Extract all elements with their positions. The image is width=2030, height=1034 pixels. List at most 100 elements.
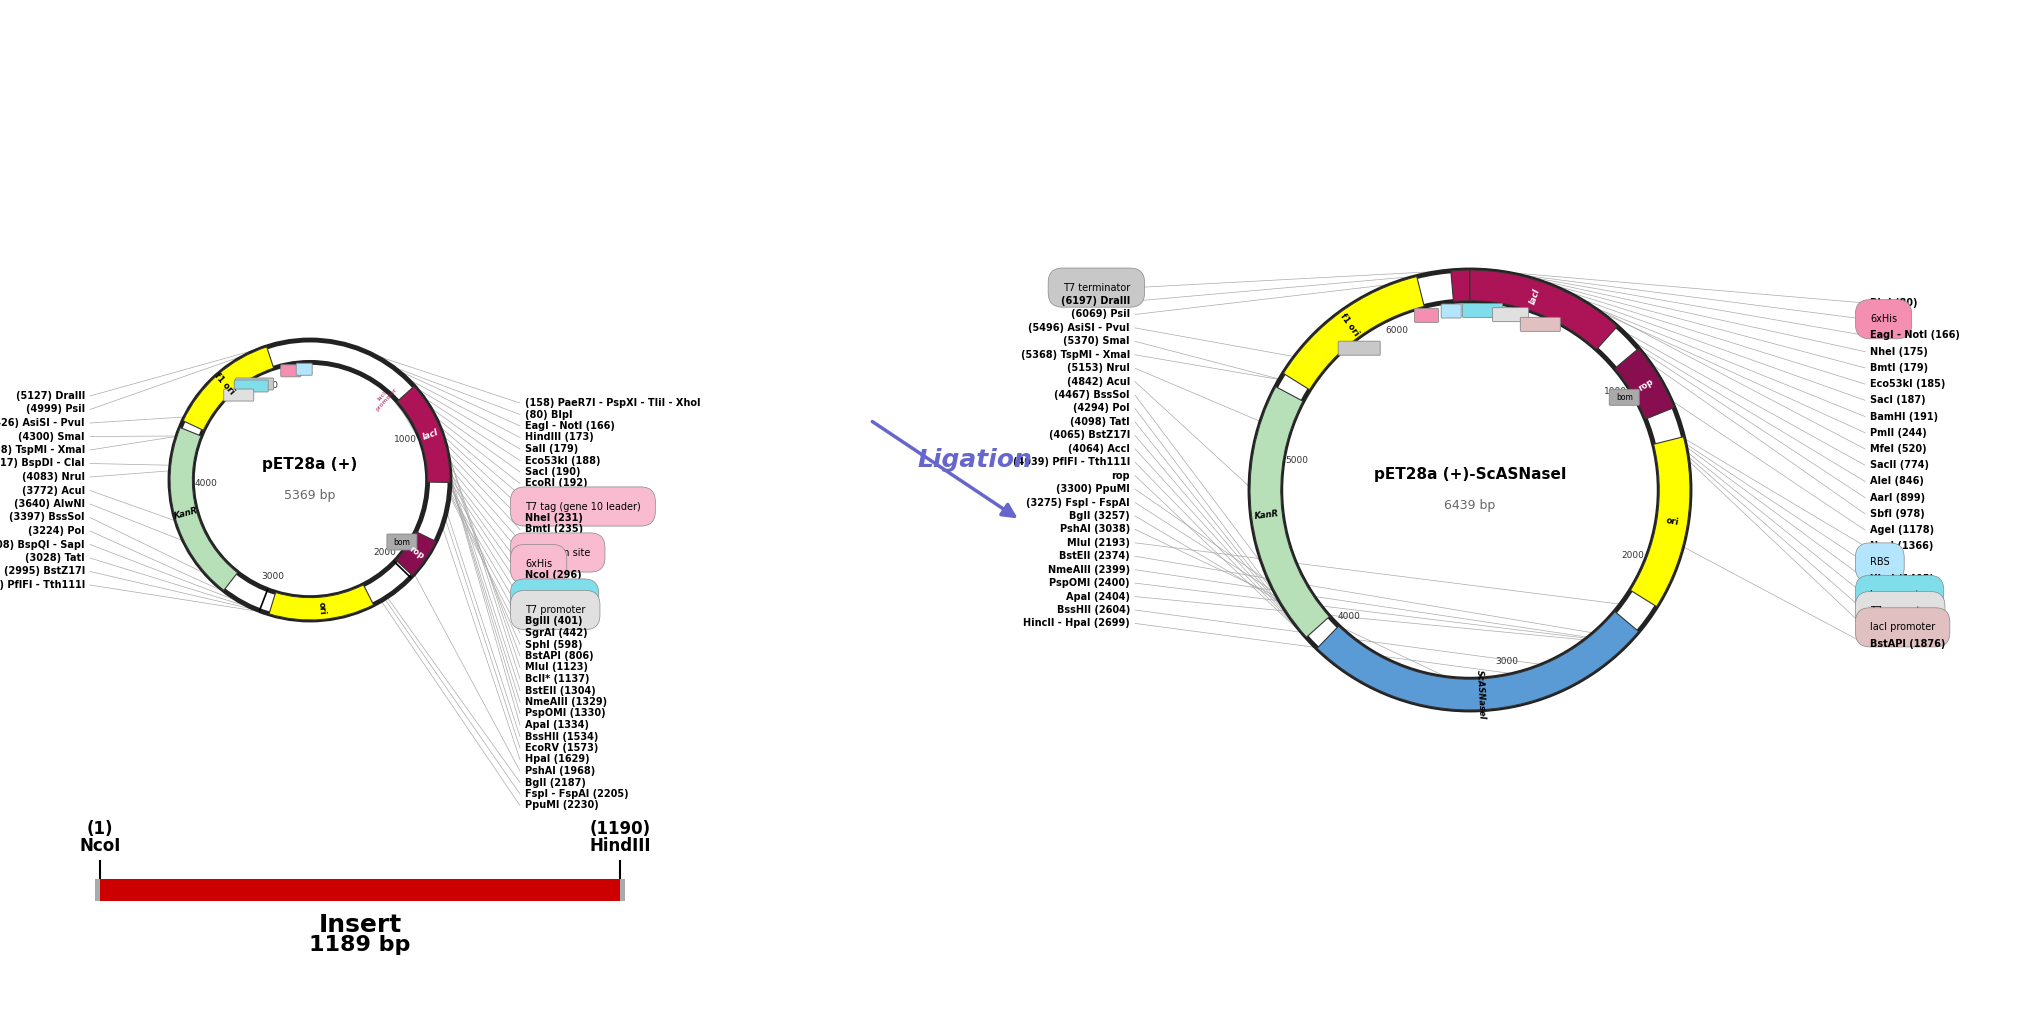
Text: NheI (231): NheI (231) [526,513,583,523]
FancyBboxPatch shape [1520,317,1561,331]
Text: T7 promoter: T7 promoter [526,605,585,615]
Text: 1189 bp: 1189 bp [309,935,410,955]
Text: PspOMI (2400): PspOMI (2400) [1050,578,1131,588]
Text: NmeAIII (1329): NmeAIII (1329) [526,697,607,707]
Text: XbaI (1405): XbaI (1405) [1870,574,1935,583]
Wedge shape [1283,276,1425,390]
Text: (5368) TspMI - XmaI: (5368) TspMI - XmaI [1021,349,1131,360]
Text: ApaI (1334): ApaI (1334) [526,720,589,730]
Text: (4467) BssSoI: (4467) BssSoI [1054,390,1131,400]
Text: rop: rop [406,545,426,561]
Text: HindIII (173): HindIII (173) [526,432,593,443]
FancyBboxPatch shape [223,389,254,401]
Text: EagI - NotI (166): EagI - NotI (166) [1870,331,1959,340]
Text: (3640) AlwNI: (3640) AlwNI [14,499,85,509]
Text: AgeI (1178): AgeI (1178) [1870,525,1935,535]
Text: lacI: lacI [422,428,441,442]
Text: T7 terminator: T7 terminator [1064,282,1131,293]
Text: (4999) PsiI: (4999) PsiI [26,404,85,415]
Text: bom: bom [1616,393,1632,402]
Wedge shape [1317,612,1638,710]
Text: (4065) BstZ17I: (4065) BstZ17I [1050,430,1131,440]
Text: 6xHis: 6xHis [1870,314,1898,325]
Text: (4300) SmaI: (4300) SmaI [18,431,85,442]
FancyBboxPatch shape [280,365,300,376]
Text: (2995) BstZ17I: (2995) BstZ17I [4,567,85,577]
Text: (4098) TatI: (4098) TatI [1070,417,1131,427]
Text: (5127) DraIII: (5127) DraIII [16,391,85,401]
Text: AleI (846): AleI (846) [1870,477,1924,486]
Wedge shape [396,531,436,576]
Text: BstAPI (1876): BstAPI (1876) [1870,639,1945,648]
Text: ApaI (2404): ApaI (2404) [1066,591,1131,602]
FancyBboxPatch shape [388,534,416,550]
Text: Ligation: Ligation [918,448,1033,472]
Wedge shape [270,585,374,620]
Wedge shape [1616,348,1675,419]
Text: KanR: KanR [173,506,199,521]
Text: 6000: 6000 [1386,326,1409,335]
Text: BstEII (2374): BstEII (2374) [1060,551,1131,561]
Text: SbfI (978): SbfI (978) [1870,509,1924,519]
Text: BclI* (1137): BclI* (1137) [526,674,589,685]
Text: BglI (2187): BglI (2187) [526,778,587,788]
FancyBboxPatch shape [296,363,313,375]
Text: SalI (179): SalI (179) [526,444,579,454]
FancyBboxPatch shape [1462,303,1502,317]
Text: ScASNaseI: ScASNaseI [1476,669,1486,720]
Text: (3028) TatI: (3028) TatI [24,553,85,562]
Text: BmtI (179): BmtI (179) [1870,363,1928,373]
Text: SacII (774): SacII (774) [1870,460,1928,470]
Text: BstAPI (806): BstAPI (806) [526,651,593,661]
Text: f1 ori: f1 ori [213,371,235,396]
Text: XbaI (335): XbaI (335) [526,582,583,592]
Text: (5496) AsiSI - PvuI: (5496) AsiSI - PvuI [1029,323,1131,333]
Text: 6xHis: 6xHis [526,559,552,569]
Text: NcoI (296): NcoI (296) [526,571,583,580]
Text: (3772) AcuI: (3772) AcuI [22,486,85,495]
Text: (3224) PoI: (3224) PoI [28,526,85,536]
Text: HpaI (1629): HpaI (1629) [526,755,589,764]
Wedge shape [1250,387,1330,637]
Text: bom: bom [394,538,410,547]
Text: MluI (1123): MluI (1123) [526,663,589,672]
Text: 1000: 1000 [394,435,416,445]
Text: (6197) DraIII: (6197) DraIII [1062,296,1131,306]
Text: (4842) AcuI: (4842) AcuI [1066,376,1131,387]
Text: (80) BlpI: (80) BlpI [526,409,572,420]
FancyBboxPatch shape [235,378,274,390]
Bar [619,879,625,901]
Text: 3000: 3000 [1496,657,1518,666]
Wedge shape [1630,436,1691,607]
Text: (4039) PflFI - Tth111I: (4039) PflFI - Tth111I [1013,457,1131,467]
Wedge shape [1451,270,1470,302]
Text: NmeAIII (2399): NmeAIII (2399) [1047,565,1131,575]
Wedge shape [1250,270,1691,710]
Text: lacI: lacI [1529,286,1543,305]
Text: 3000: 3000 [262,572,284,581]
Text: 5000: 5000 [1285,456,1309,465]
Wedge shape [171,340,451,620]
Text: (3108) BspQI - SapI: (3108) BspQI - SapI [0,540,85,549]
Bar [95,879,99,901]
Text: (2969) PflFI - Tth111I: (2969) PflFI - Tth111I [0,580,85,590]
Text: (5153) NruI: (5153) NruI [1068,363,1131,373]
Text: T7 tag (gene 10 leader): T7 tag (gene 10 leader) [526,501,641,512]
Text: FspI - FspAI (2205): FspI - FspAI (2205) [526,789,629,799]
Text: pET28a (+)-ScASNaseI: pET28a (+)-ScASNaseI [1374,467,1567,483]
Text: (3275) FspI - FspAI: (3275) FspI - FspAI [1027,497,1131,508]
Text: pET28a (+): pET28a (+) [262,457,357,473]
Text: BstEII (1304): BstEII (1304) [526,686,595,696]
Bar [99,879,619,901]
Text: 4000: 4000 [1338,612,1360,621]
Text: (4064) AccI: (4064) AccI [1068,444,1131,454]
Text: HincII - HpaI (2699): HincII - HpaI (2699) [1023,618,1131,629]
FancyBboxPatch shape [1338,341,1380,356]
Text: ori: ori [1665,517,1679,527]
Text: MfeI (520): MfeI (520) [1870,444,1926,454]
Text: ori: ori [317,602,327,615]
Text: (3300) PpuMI: (3300) PpuMI [1056,484,1131,494]
Text: SgrAI (442): SgrAI (442) [526,628,587,638]
Text: BssHII (1534): BssHII (1534) [526,731,599,741]
Text: lacI
promoter: lacI promoter [369,383,398,413]
